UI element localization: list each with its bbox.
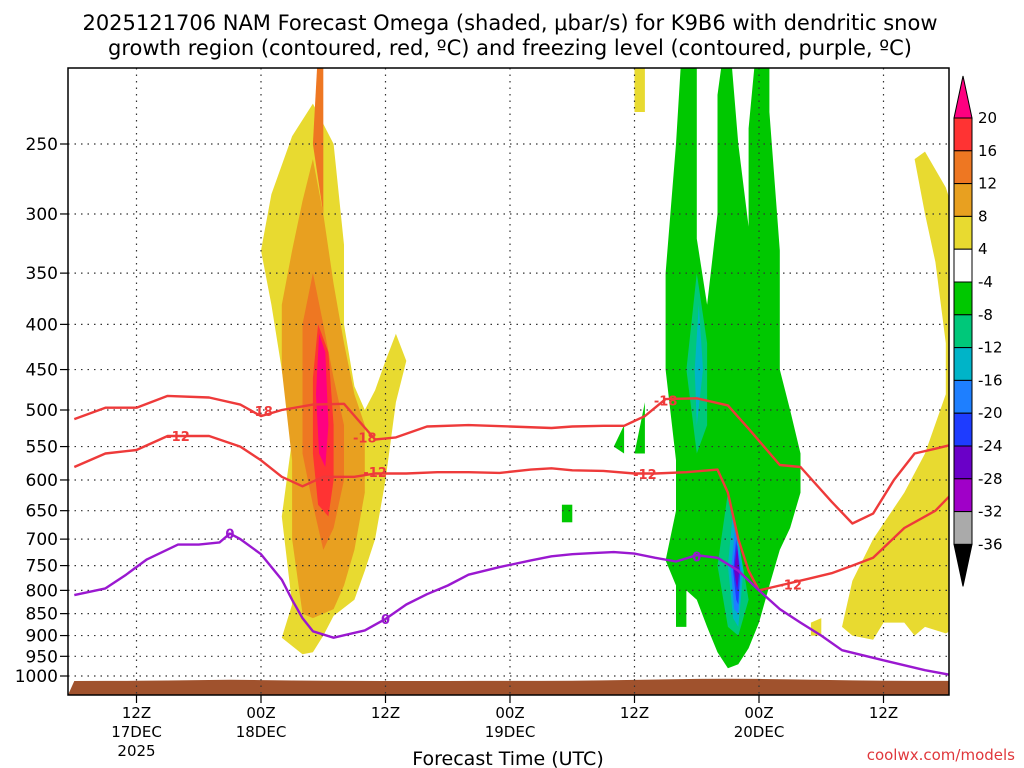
colorbar-swatch-12 xyxy=(953,478,973,513)
contour-label-0-1: -12 xyxy=(363,466,387,481)
omega-region-12 xyxy=(561,504,573,523)
y-tick-650: 650 xyxy=(26,502,58,522)
colorbar-swatch-11 xyxy=(953,445,973,480)
omega-region-1 xyxy=(842,151,949,640)
title-line-1: 2025121706 NAM Forecast Omega (shaded, μ… xyxy=(82,11,937,35)
colorbar-swatch-1 xyxy=(953,117,973,152)
x-tick-0-0: 00Z xyxy=(246,704,275,722)
x-tick-0-1: 18DEC xyxy=(236,723,287,741)
y-tick-950: 950 xyxy=(26,647,58,667)
y-tick-400: 400 xyxy=(26,315,58,335)
x-axis-label: Forecast Time (UTC) xyxy=(412,748,603,768)
x-tick-48-0: 00Z xyxy=(744,704,773,722)
colorbar-swatch-9 xyxy=(953,379,973,414)
contour-line-0 xyxy=(73,434,949,592)
omega-region-14 xyxy=(676,570,687,627)
y-tick-850: 850 xyxy=(26,605,58,625)
colorbar-swatch-2 xyxy=(953,150,973,185)
y-tick-350: 350 xyxy=(26,264,58,284)
y-axis: 2503003504004505005506006507007508008509… xyxy=(15,135,68,687)
colorbar-label-20: 20 xyxy=(978,109,997,127)
colorbar-swatch-3 xyxy=(953,183,973,217)
contour-label-0-3: -12 xyxy=(778,579,802,594)
colorbar-label-8: 8 xyxy=(978,207,988,225)
omega-region-11 xyxy=(634,402,645,454)
x-tick-60-0: 12Z xyxy=(869,704,898,722)
plot-frame xyxy=(67,67,950,696)
colorbar-swatch-6 xyxy=(953,281,973,316)
omega-region-13 xyxy=(613,425,625,454)
colorbar-label--8: -8 xyxy=(978,306,993,324)
y-tick-500: 500 xyxy=(26,401,58,421)
colorbar-label--4: -4 xyxy=(978,273,993,291)
y-tick-450: 450 xyxy=(26,361,58,381)
colorbar-label-12: 12 xyxy=(978,175,997,193)
contour-line-2 xyxy=(74,532,949,676)
colorbar-swatch-5 xyxy=(953,248,973,283)
grid xyxy=(68,68,949,695)
ground-fill xyxy=(68,678,949,695)
contour-label-2-0: 0 xyxy=(225,528,234,543)
contour-label-0-2: -12 xyxy=(633,468,657,483)
y-tick-250: 250 xyxy=(26,135,58,155)
contour-label-2-2: 0 xyxy=(692,550,701,565)
omega-region-9 xyxy=(316,333,329,467)
colorbar-swatch-10 xyxy=(953,412,973,447)
x-tick-36-0: 12Z xyxy=(620,704,649,722)
x-tick--12-0: 12Z xyxy=(122,704,151,722)
credit-link[interactable]: coolwx.com/models xyxy=(867,746,1015,764)
colorbar-label--20: -20 xyxy=(978,404,1003,422)
colorbar-label--24: -24 xyxy=(978,437,1003,455)
colorbar-bottom-arrow xyxy=(953,543,973,587)
colorbar-label--12: -12 xyxy=(978,339,1003,357)
colorbar-label-4: 4 xyxy=(978,240,988,258)
colorbar-label--16: -16 xyxy=(978,371,1003,389)
contour-line-1 xyxy=(73,394,949,525)
y-tick-600: 600 xyxy=(26,471,58,491)
contours: -12 -12 -12 -12 -18 -18 -18 0 0 0 xyxy=(73,394,949,676)
contour-label-2-1: 0 xyxy=(381,613,390,628)
omega-region-7 xyxy=(312,68,324,214)
colorbar-swatch-4 xyxy=(953,215,973,250)
omega-region-21 xyxy=(734,544,740,591)
title-line-2: growth region (contoured, red, ºC) and f… xyxy=(108,36,912,60)
y-tick-900: 900 xyxy=(26,627,58,647)
colorbar-swatch-8 xyxy=(953,347,973,381)
contour-label-0-0: -12 xyxy=(166,430,190,445)
contour-label-1-1: -18 xyxy=(353,431,377,446)
contour-label-1-2: -18 xyxy=(654,395,678,410)
colorbar-label--36: -36 xyxy=(978,535,1003,553)
x-tick-12-0: 12Z xyxy=(371,704,400,722)
colorbar-label--32: -32 xyxy=(978,503,1003,521)
ground-terrain xyxy=(68,678,949,695)
x-tick--12-2: 2025 xyxy=(117,742,155,760)
x-tick-24-0: 00Z xyxy=(495,704,524,722)
chart-title: 2025121706 NAM Forecast Omega (shaded, μ… xyxy=(82,11,937,60)
colorbar-swatch-7 xyxy=(953,314,973,349)
y-tick-800: 800 xyxy=(26,581,58,601)
colorbar-top-arrow xyxy=(953,75,973,119)
contour-label-1-0: -18 xyxy=(249,405,273,420)
x-tick--12-1: 17DEC xyxy=(111,723,162,741)
x-tick-24-1: 19DEC xyxy=(485,723,536,741)
colorbar-label--28: -28 xyxy=(978,470,1003,488)
omega-region-17 xyxy=(694,304,703,426)
omega-region-4 xyxy=(634,68,645,112)
colorbar: 20 16 12 8 4 -4 -8 -12 -16 -20 -24 -28 -32 -36 xyxy=(953,75,1003,587)
y-tick-300: 300 xyxy=(26,205,58,225)
y-tick-550: 550 xyxy=(26,438,58,458)
colorbar-label-16: 16 xyxy=(978,142,997,160)
omega-region-10 xyxy=(665,68,801,669)
x-tick-48-1: 20DEC xyxy=(734,723,785,741)
colorbar-swatch-13 xyxy=(953,511,973,545)
y-tick-700: 700 xyxy=(26,530,58,550)
y-tick-1000: 1000 xyxy=(15,667,58,687)
omega-shading xyxy=(261,68,949,669)
y-tick-750: 750 xyxy=(26,557,58,577)
